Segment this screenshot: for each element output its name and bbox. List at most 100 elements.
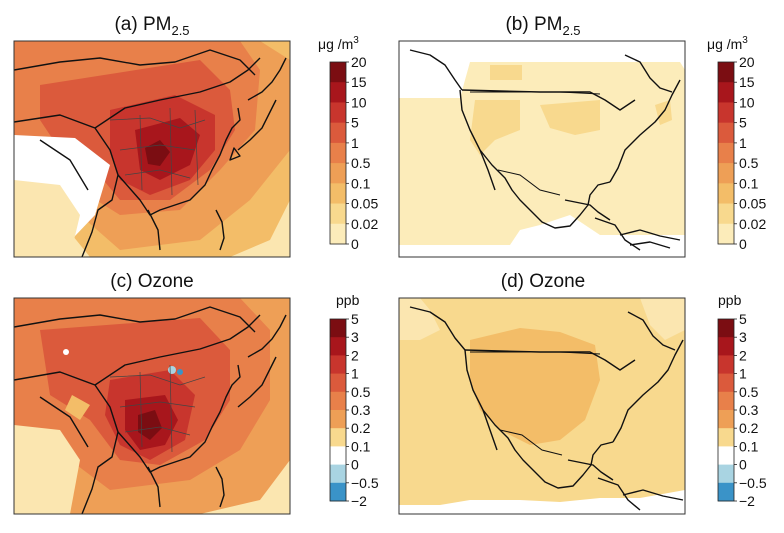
panel-b-level-0.05-plume-1: [490, 65, 522, 80]
panel-d-alaska-region: [399, 298, 440, 340]
panel-c-negative-cell-1: [168, 366, 176, 374]
panel-a-colorbar-unit: μg /m3: [318, 35, 359, 52]
panel-d-borders: [470, 351, 601, 456]
panel-b-colorbar-swatch: [718, 203, 734, 225]
panel-c-colorbar-label: 2: [351, 347, 359, 363]
panel-a-colorbar-swatch: [330, 183, 346, 204]
panel-a-colorbar-swatch: [330, 82, 346, 103]
panel-d-colorbar-label: 1: [739, 366, 747, 382]
panel-b-colorbar-swatch: [718, 82, 734, 103]
panel-d-colorbar-label: −0.5: [739, 475, 767, 491]
panel-a-colorbar: 20 15 10 5 1 0.5 0.1 0.05 0.02 0: [329, 54, 378, 252]
panel-c-coastlines: [14, 306, 287, 514]
panel-c-title: (c) Ozone: [110, 271, 193, 292]
panel-d-colorbar-label: 0: [739, 457, 747, 473]
panel-a-colorbar-label: 0: [351, 236, 359, 252]
panel-a-colorbar-label: 15: [351, 74, 367, 90]
panel-d-colorbar-swatch: [718, 319, 734, 338]
panel-a-colorbar-swatch: [330, 142, 346, 164]
panel-d-colorbar-label: 0.5: [739, 384, 759, 400]
panel-d-colorbar: 5 3 2 1 0.5 0.3 0.2 0.1 0 −0.5 −2: [717, 311, 767, 509]
panel-c-colorbar-label: −0.5: [351, 475, 379, 491]
panel-a-coastlines: [14, 49, 287, 257]
panel-c-negative-cell-2: [177, 369, 183, 375]
panel-c-colorbar-swatch: [330, 373, 346, 393]
panel-b-colorbar-swatch: [718, 183, 734, 204]
panel-c-colorbar-label: −2: [351, 493, 367, 509]
panel-a-colorbar-label: 10: [351, 94, 367, 110]
panel-c-colorbar-swatch: [330, 337, 346, 356]
panel-d-colorbar-label: 0.3: [739, 402, 759, 418]
panel-b-colorbar-label: 1: [739, 135, 747, 151]
panel-a-colorbar-swatch: [330, 102, 346, 124]
panel-d-colorbar-unit: ppb: [718, 292, 742, 308]
panel-d-colorbar-label: 5: [739, 311, 747, 327]
panel-c-map: [14, 298, 290, 514]
panel-b-level-0.05-plume-3: [540, 100, 600, 135]
panel-c-level-5-region: [138, 410, 162, 440]
panel-b-colorbar-label: 15: [739, 74, 755, 90]
panel-b-colorbar-label: 0: [739, 236, 747, 252]
panel-d-level-0.3-region: [470, 328, 600, 445]
panel-c-colorbar-label: 0.2: [351, 420, 371, 436]
panel-c-colorbar-swatch: [330, 355, 346, 374]
panel-b-colorbar-label: 0.02: [739, 216, 766, 232]
panel-b-colorbar-frame: [717, 61, 735, 245]
panel-c-colorbar-swatch: [330, 428, 346, 447]
panel-a-province-borders: [109, 107, 206, 196]
panel-c-colorbar-label: 0: [351, 457, 359, 473]
panel-b-colorbar-label: 0.1: [739, 175, 759, 191]
panel-d-colorbar-swatch: [718, 464, 734, 484]
panel-c-zero-cell: [63, 349, 69, 355]
panel-b-colorbar-label: 5: [739, 115, 747, 131]
panel-a-map: [14, 41, 290, 257]
panel-b-colorbar: 20 15 10 5 1 0.5 0.1 0.05 0.02 0: [717, 54, 766, 252]
panel-d-map: [399, 298, 685, 514]
panel-c-colorbar-label: 0.3: [351, 402, 371, 418]
panel-d-colorbar-label: 3: [739, 329, 747, 345]
panel-c-tibet-low-region: [65, 395, 90, 420]
panel-a-colorbar-swatch: [330, 122, 346, 144]
panel-b-colorbar-swatch: [718, 102, 734, 124]
panel-d: (d) Ozone ppb 5: [398, 271, 767, 515]
panel-d-colorbar-swatch: [718, 410, 734, 429]
panel-a-colorbar-label: 1: [351, 135, 359, 151]
panel-c-colorbar: 5 3 2 1 0.5 0.3 0.2 0.1 0 −0.5 −2: [329, 311, 379, 509]
panel-c-colorbar-swatch: [330, 319, 346, 338]
panel-c-province-borders: [109, 364, 206, 453]
panel-b-colorbar-swatch: [718, 62, 734, 83]
panel-c-colorbar-label: 1: [351, 366, 359, 382]
panel-b: (b) PM2.5: [398, 14, 766, 258]
panel-a-level-20-region: [145, 140, 170, 166]
panel-d-frame: [398, 297, 686, 515]
panel-b-title: (b) PM2.5: [505, 14, 580, 38]
panel-c-colorbar-swatch: [330, 391, 346, 411]
panel-b-colorbar-label: 20: [739, 54, 755, 70]
panel-c: (c) Ozone: [13, 271, 379, 515]
panel-c-india-low-region: [14, 425, 80, 514]
panel-d-colorbar-swatch: [718, 391, 734, 411]
panel-a-colorbar-swatch: [330, 223, 346, 245]
panel-c-colorbar-swatch: [330, 482, 346, 502]
panel-b-colorbar-label: 0.05: [739, 196, 766, 212]
panel-d-colorbar-swatch: [718, 373, 734, 393]
panel-d-colorbar-swatch: [718, 482, 734, 502]
panel-b-colorbar-unit: μg /m3: [707, 35, 748, 52]
panel-a-frame: [13, 40, 291, 258]
panel-d-canada-east-region: [640, 298, 685, 340]
panel-d-colorbar-swatch: [718, 355, 734, 374]
panel-a-colorbar-label: 20: [351, 54, 367, 70]
panel-d-colorbar-swatch: [718, 428, 734, 447]
panel-b-colorbar-label: 0.5: [739, 155, 759, 171]
panel-c-colorbar-label: 0.1: [351, 438, 371, 454]
panel-a-south-low-region: [14, 180, 80, 257]
panel-a-colorbar-label: 0.5: [351, 155, 371, 171]
panel-b-level-0.05-plume-2: [470, 100, 520, 155]
panel-d-colorbar-swatch: [718, 337, 734, 356]
panel-d-title: (d) Ozone: [501, 271, 586, 292]
panel-c-colorbar-swatch: [330, 464, 346, 484]
panel-a-title: (a) PM2.5: [114, 14, 189, 38]
panel-c-colorbar-unit: ppb: [336, 292, 360, 308]
panel-a-colorbar-label: 5: [351, 115, 359, 131]
panel-b-colorbar-swatch: [718, 223, 734, 245]
